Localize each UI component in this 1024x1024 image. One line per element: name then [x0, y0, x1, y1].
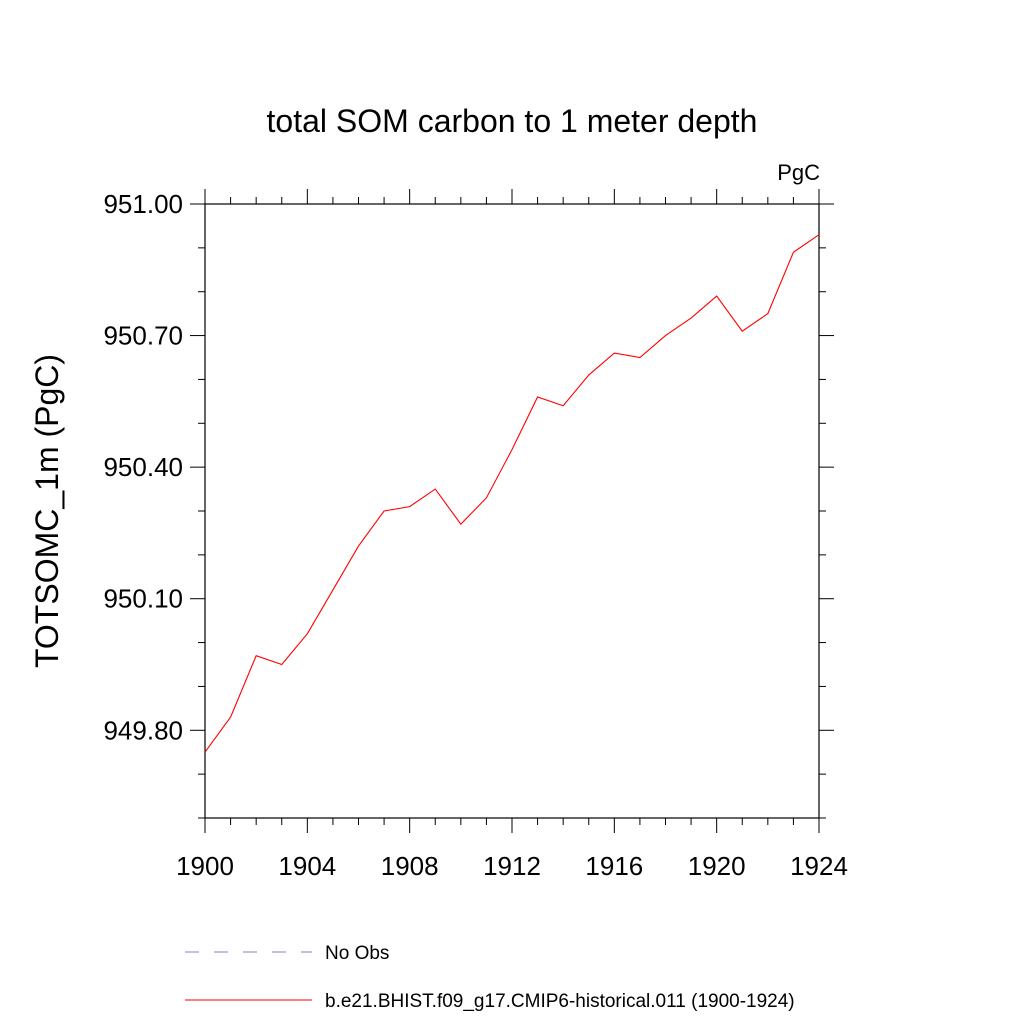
- x-tick-label: 1900: [176, 851, 234, 881]
- y-tick-label: 950.70: [103, 321, 183, 351]
- x-tick-label: 1924: [790, 851, 848, 881]
- x-tick-label: 1912: [483, 851, 541, 881]
- series-layer: [204, 234, 820, 753]
- axis-ticks: [190, 189, 834, 833]
- x-tick-label: 1916: [585, 851, 643, 881]
- legend: No Obs b.e21.BHIST.f09_g17.CMIP6-historic…: [185, 943, 795, 1012]
- x-tick-label: 1904: [278, 851, 336, 881]
- tick-labels: 1900 1904 1908 1912 1916 1920 1924 949.80 950.10…: [103, 189, 847, 881]
- plot-frame: [204, 203, 820, 819]
- x-tick-label: 1908: [381, 851, 439, 881]
- chart-title: total SOM carbon to 1 meter depth: [267, 103, 758, 139]
- y-tick-label: 951.00: [103, 189, 183, 219]
- y-tick-label: 949.80: [103, 715, 183, 745]
- x-tick-label: 1920: [688, 851, 746, 881]
- legend-label: No Obs: [325, 943, 389, 964]
- series-line: [204, 234, 820, 753]
- legend-label: b.e21.BHIST.f09_g17.CMIP6-historical.011…: [325, 991, 795, 1012]
- y-tick-label: 950.40: [103, 452, 183, 482]
- y-axis-label: TOTSOMC_1m (PgC): [29, 354, 65, 668]
- units-label: PgC: [777, 160, 820, 185]
- plot-border: [204, 203, 820, 819]
- y-tick-label: 950.10: [103, 584, 183, 614]
